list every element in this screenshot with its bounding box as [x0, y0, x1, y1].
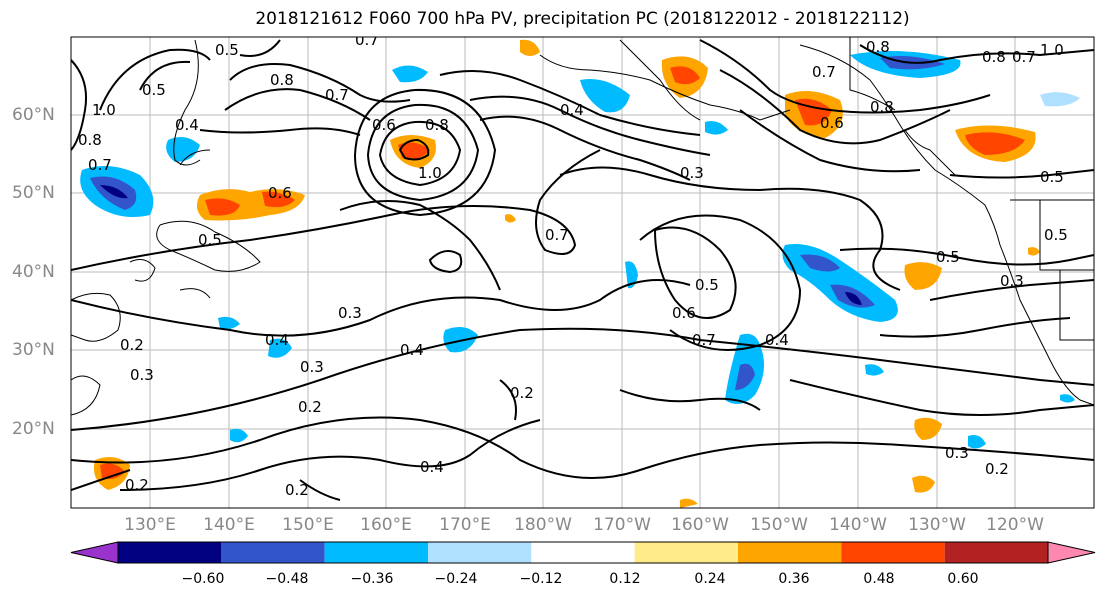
- contour-label: 0.8: [78, 131, 102, 149]
- coastlines: [71, 37, 1094, 416]
- gridlines: [71, 37, 1094, 508]
- lon-label: 150°E: [282, 515, 334, 535]
- lon-label: 120°W: [986, 515, 1044, 535]
- lon-label: 160°E: [360, 515, 412, 535]
- contour-label: 0.4: [175, 116, 199, 134]
- contour-label: 0.7: [1012, 48, 1036, 66]
- colorbar-bin: [634, 542, 738, 563]
- contour-label: 0.3: [945, 444, 969, 462]
- contour-label: 1.0: [1040, 41, 1064, 59]
- contour-label: 0.6: [268, 184, 292, 202]
- contour-label: 0.7: [692, 331, 716, 349]
- contour-label: 0.6: [372, 116, 396, 134]
- contour-label: 0.4: [400, 341, 424, 359]
- colorbar-tick-label: 0.36: [778, 571, 810, 587]
- lon-label: 150°W: [750, 515, 808, 535]
- colorbar-border: [117, 541, 1049, 564]
- colorbar-bin: [531, 542, 635, 563]
- lon-label: 130°E: [124, 515, 176, 535]
- lat-label: 40°N: [12, 262, 55, 282]
- colorbar-bin: [118, 542, 222, 563]
- contour-label: 0.6: [820, 114, 844, 132]
- colorbar-bin: [841, 542, 945, 563]
- lat-label: 20°N: [12, 419, 55, 439]
- contour-label: 0.7: [355, 31, 379, 49]
- contour-label: 0.3: [338, 304, 362, 322]
- contour-label: 0.2: [285, 481, 309, 499]
- contour-label: 0.4: [420, 458, 444, 476]
- colorbar-bin: [324, 542, 428, 563]
- pv-contours: [71, 39, 1094, 501]
- colorbar-bin: [944, 542, 1048, 563]
- lon-label: 130°W: [908, 515, 966, 535]
- contour-label: 0.4: [765, 331, 789, 349]
- colorbar-extend-min: [70, 541, 119, 564]
- negative-precip-shading: [80, 51, 1080, 449]
- contour-label: 0.5: [695, 276, 719, 294]
- contour-label: 0.4: [265, 331, 289, 349]
- contour-label: 0.8: [425, 116, 449, 134]
- lon-label: 140°W: [829, 515, 887, 535]
- contour-label: 0.6: [672, 304, 696, 322]
- contour-label: 0.2: [510, 384, 534, 402]
- contour-label: 0.5: [198, 231, 222, 249]
- lon-label: 170°E: [439, 515, 491, 535]
- contour-label: 0.8: [982, 48, 1006, 66]
- figure-title: 2018121612 F060 700 hPa PV, precipitatio…: [255, 9, 910, 29]
- colorbar-tick-label: 0.60: [947, 571, 979, 587]
- contour-label: 0.3: [130, 366, 154, 384]
- colorbar-tick-label: 0.48: [863, 571, 895, 587]
- contour-label: 0.2: [298, 398, 322, 416]
- contour-label: 0.7: [812, 63, 836, 81]
- colorbar: [70, 541, 1096, 564]
- contour-label: 0.3: [1000, 272, 1024, 290]
- contour-label: 0.4: [560, 101, 584, 119]
- colorbar-tick-label: −0.48: [265, 571, 309, 587]
- colorbar-tick-label: 0.12: [609, 571, 641, 587]
- colorbar-bin: [428, 542, 532, 563]
- contour-label: 0.8: [870, 98, 894, 116]
- colorbar-tick-label: −0.36: [350, 571, 394, 587]
- contour-label: 0.8: [270, 71, 294, 89]
- contour-label: 0.3: [680, 164, 704, 182]
- lon-label: 180°W: [514, 515, 572, 535]
- colorbar-extend-max: [1047, 541, 1096, 564]
- contour-label: 0.2: [125, 476, 149, 494]
- colorbar-bin: [738, 542, 842, 563]
- contour-label: 0.5: [936, 248, 960, 266]
- contour-label: 0.2: [985, 460, 1009, 478]
- contour-label: 1.0: [418, 164, 442, 182]
- colorbar-tick-label: −0.24: [434, 571, 478, 587]
- contour-label: 1.0: [92, 101, 116, 119]
- contour-label: 0.7: [88, 156, 112, 174]
- contour-label: 0.7: [545, 226, 569, 244]
- contour-label: 0.5: [215, 41, 239, 59]
- colorbar-tick-label: −0.12: [519, 571, 563, 587]
- colorbar-bin: [221, 542, 325, 563]
- map-border: [70, 36, 1095, 509]
- positive-precip-shading: [93, 39, 1040, 508]
- contour-labels: 0.5 0.7 0.8 0.7 1.0 0.4 0.8 0.7 0.6 0.5 …: [78, 31, 1068, 499]
- lat-label: 50°N: [12, 183, 55, 203]
- contour-label: 0.5: [142, 81, 166, 99]
- colorbar-tick-label: 0.24: [694, 571, 726, 587]
- lat-label: 60°N: [12, 105, 55, 125]
- lon-label: 160°W: [671, 515, 729, 535]
- colorbar-tick-label: −0.60: [181, 571, 225, 587]
- contour-label: 0.2: [120, 336, 144, 354]
- contour-label: 0.5: [1040, 168, 1064, 186]
- contour-label: 0.8: [866, 38, 890, 56]
- contour-label: 0.7: [325, 86, 349, 104]
- lat-label: 30°N: [12, 340, 55, 360]
- lon-label: 170°W: [593, 515, 651, 535]
- contour-label: 0.3: [300, 358, 324, 376]
- contour-label: 0.5: [1044, 226, 1068, 244]
- lon-label: 140°E: [203, 515, 255, 535]
